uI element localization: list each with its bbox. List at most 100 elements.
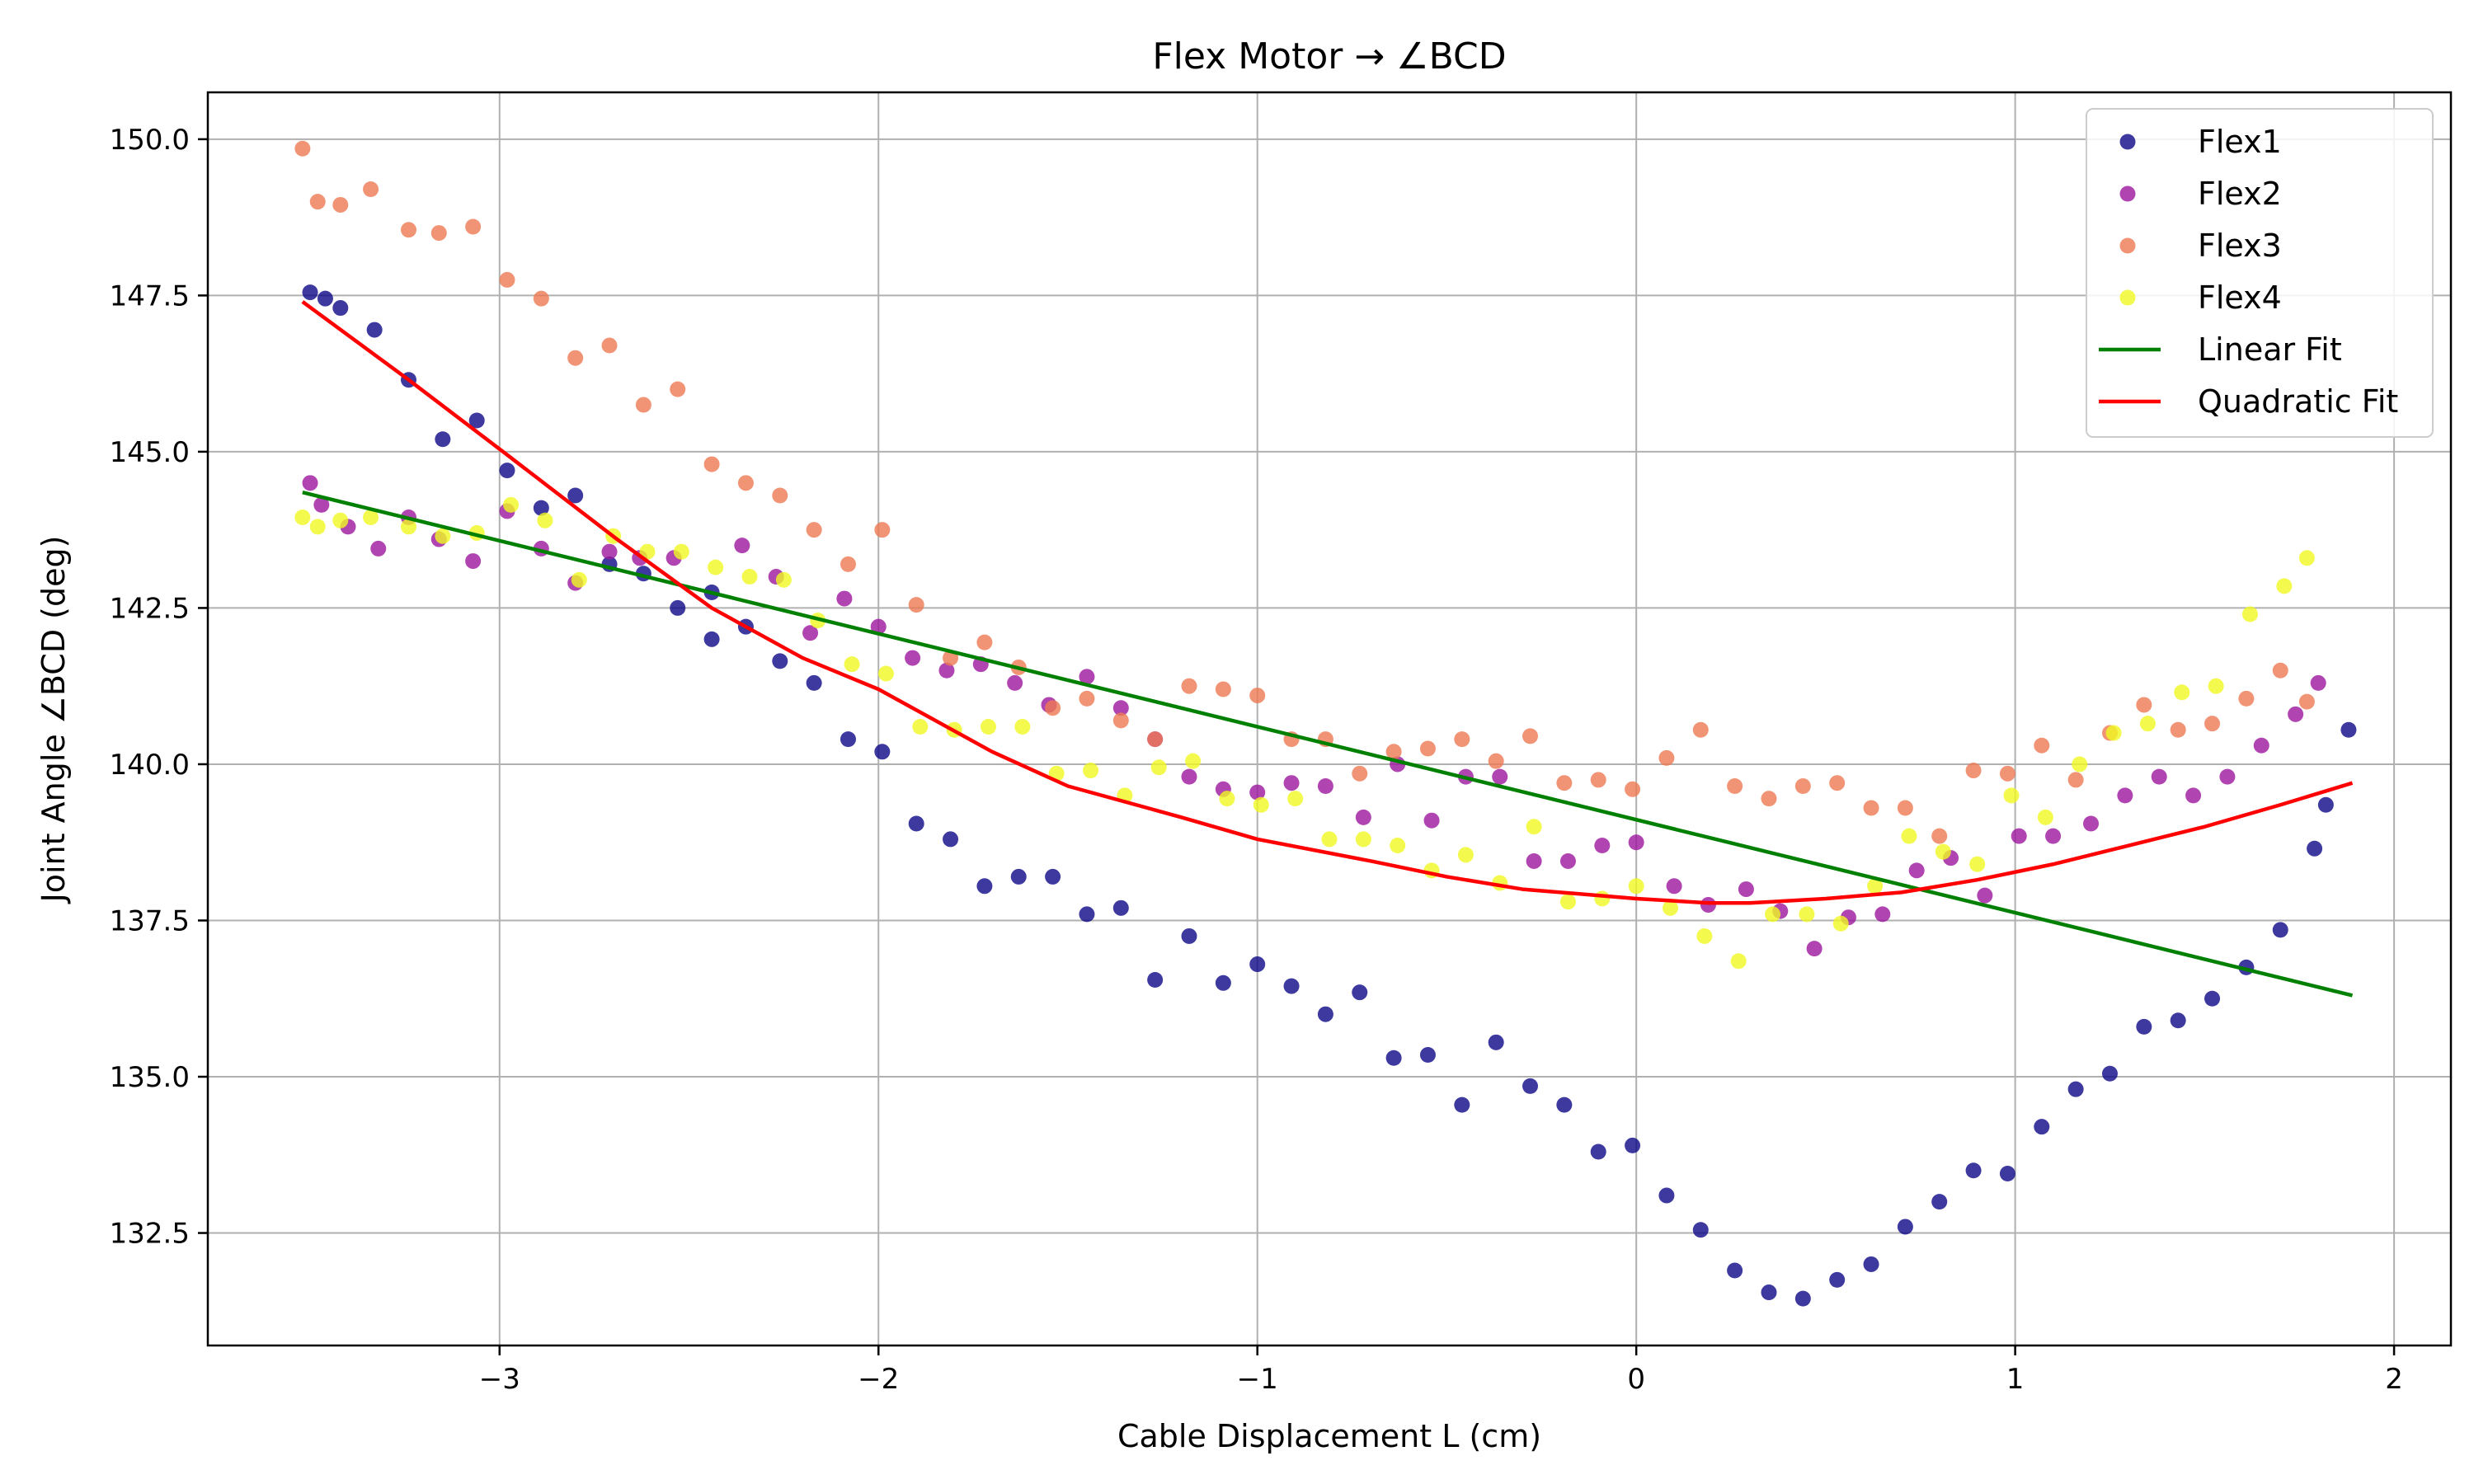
flex3-point (499, 271, 515, 288)
flex3-point (2136, 697, 2152, 713)
flex4-point (1219, 791, 1235, 807)
y-tick-label: 135.0 (110, 1061, 190, 1094)
y-tick-label: 142.5 (110, 592, 190, 625)
flex4-point (1935, 843, 1951, 860)
flex3-point (294, 140, 311, 157)
flex1-point (366, 322, 383, 338)
flex4-point (1014, 718, 1031, 735)
flex4-point (1628, 878, 1644, 895)
flex2-point (1181, 768, 1197, 785)
flex3-point (840, 556, 856, 572)
flex4-point (2003, 787, 2020, 804)
x-tick-label: −1 (1237, 1363, 1278, 1396)
flex1-point (1317, 1006, 1333, 1022)
flex4-point (2174, 684, 2190, 701)
flex3-point (1215, 681, 1231, 697)
flex2-point (836, 590, 853, 607)
flex4-point (639, 543, 656, 560)
flex1-point (1215, 974, 1231, 991)
flex4-point (1696, 928, 1713, 944)
flex3-point (772, 487, 788, 504)
legend-marker-flex1 (2119, 134, 2136, 150)
flex4-point (1526, 819, 1542, 835)
x-tick-label: 0 (1627, 1363, 1645, 1396)
flex1-point (1727, 1262, 1743, 1279)
flex1-point (1419, 1046, 1436, 1063)
chart-title: Flex Motor → ∠BCD (1152, 35, 1506, 77)
flex1-point (1692, 1222, 1709, 1238)
axes-frame (206, 91, 2453, 1347)
flex3-point (1829, 775, 1846, 791)
flex1-point (2067, 1081, 2084, 1097)
flex1-point (670, 599, 686, 616)
flex3-point (874, 522, 891, 538)
flex3-point (1692, 721, 1709, 738)
flex3-point (1522, 728, 1539, 744)
flex3-point (806, 522, 822, 538)
flex4-point (1150, 759, 1167, 776)
flex2-point (1249, 784, 1266, 801)
flex1-point (317, 290, 333, 307)
flex2-point (1355, 809, 1371, 825)
flex3-point (1385, 744, 1402, 760)
flex2-point (2083, 815, 2100, 832)
flex4-point (309, 519, 326, 535)
flex1-point (806, 674, 822, 691)
flex3-point (1965, 763, 1982, 779)
flex3-point (1147, 731, 1164, 748)
flex1-point (1454, 1097, 1470, 1113)
flex3-point (533, 290, 549, 307)
flex1-point (1488, 1034, 1504, 1050)
flex2-point (2117, 787, 2133, 804)
flex1-point (1283, 978, 1300, 994)
flex4-point (741, 569, 758, 585)
flex2-point (802, 625, 819, 641)
flex2-point (1283, 775, 1300, 791)
flex3-point (309, 194, 326, 210)
flex1-point (332, 300, 349, 317)
flex1-point (1556, 1097, 1573, 1113)
x-tick-label: −3 (479, 1363, 520, 1396)
flex2-point (1874, 906, 1891, 923)
y-tick-label: 147.5 (110, 279, 190, 312)
flex3-point (1181, 678, 1197, 694)
flex4-point (844, 656, 860, 673)
y-tick-label: 140.0 (110, 749, 190, 782)
flex3-point (2298, 693, 2315, 710)
flex3-point (1249, 688, 1266, 704)
legend-marker-flex4 (2119, 289, 2136, 306)
flex3-point (908, 597, 924, 613)
flex2-point (2185, 787, 2202, 804)
flex3-point (2034, 737, 2050, 754)
flex4-point (2241, 606, 2258, 622)
flex1-point (1249, 956, 1266, 973)
flex1-point (1112, 899, 1129, 916)
flex4-point (571, 571, 587, 588)
x-tick-label: 1 (2006, 1363, 2025, 1396)
flex3-point (1863, 800, 1879, 816)
flex4-point (401, 519, 417, 535)
flex3-point (1454, 731, 1470, 748)
flex2-point (2151, 768, 2167, 785)
flex4-point (1663, 899, 1679, 916)
flex2-point (1079, 669, 1095, 685)
legend: Flex1 Flex2 Flex3 Flex4 Linear Fit Quadratic … (2086, 108, 2434, 438)
y-tick-label: 137.5 (110, 904, 190, 937)
flex2-point (2045, 828, 2062, 844)
flex3-point (1590, 772, 1606, 788)
flex1-point (1079, 906, 1095, 923)
flex3-point (1897, 800, 1913, 816)
flex4-point (877, 665, 894, 682)
flex2-point (1738, 881, 1754, 898)
flex1-point (1147, 972, 1164, 989)
flex3-point (1658, 749, 1675, 766)
flex3-point (635, 397, 651, 413)
flex2-point (302, 475, 318, 491)
flex2-point (905, 650, 921, 666)
flex3-point (737, 475, 754, 491)
flex2-point (870, 618, 887, 635)
flex2-point (1526, 852, 1542, 869)
flex4-point (1901, 828, 1917, 844)
flex4-point (363, 510, 379, 526)
flex1-point (1965, 1162, 1982, 1179)
